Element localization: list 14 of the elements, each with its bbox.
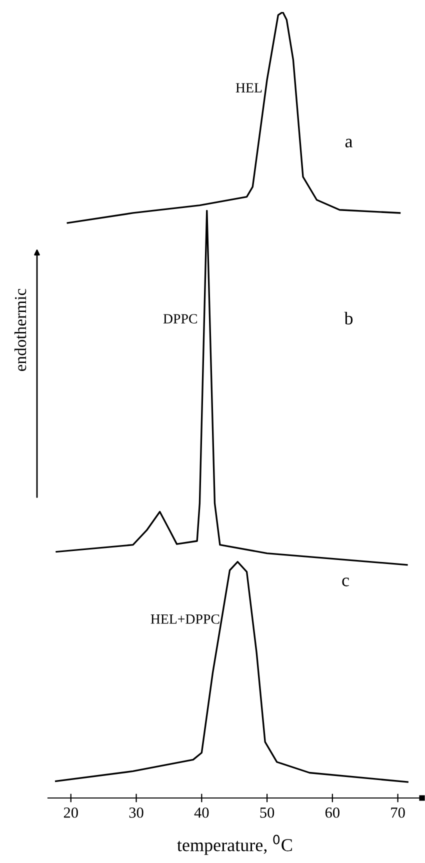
- x-tick-label: 50: [260, 807, 274, 818]
- series-label: DPPC: [163, 314, 197, 324]
- x-tick-label: 20: [64, 807, 78, 818]
- x-tick-label: 40: [194, 807, 209, 818]
- x-tick-label: 60: [325, 807, 340, 818]
- annotation: b: [344, 312, 353, 325]
- x-axis-title: temperature, $^{0}$C: [177, 834, 292, 855]
- x-tick-label: 30: [129, 807, 144, 818]
- y-axis-title: endothermic: [14, 288, 26, 371]
- series-label: HEL: [236, 83, 262, 92]
- annotation: a: [345, 138, 353, 148]
- annotation: c: [342, 578, 349, 586]
- series-label: HEL+DPPC: [150, 614, 220, 624]
- x-tick-label: 70: [391, 807, 405, 818]
